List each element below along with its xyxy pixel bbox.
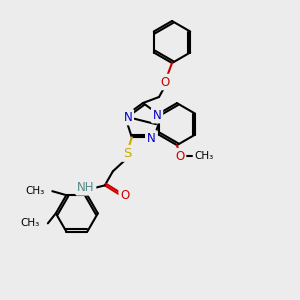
Text: N: N <box>124 111 132 124</box>
Text: N: N <box>147 132 155 145</box>
Text: O: O <box>175 150 184 163</box>
Text: O: O <box>120 189 130 202</box>
Text: CH₃: CH₃ <box>25 186 44 196</box>
Text: CH₃: CH₃ <box>21 218 40 228</box>
Text: CH₃: CH₃ <box>194 151 214 161</box>
Text: NH: NH <box>77 181 94 194</box>
Text: N: N <box>153 109 161 122</box>
Text: S: S <box>123 147 131 160</box>
Text: O: O <box>160 76 169 88</box>
